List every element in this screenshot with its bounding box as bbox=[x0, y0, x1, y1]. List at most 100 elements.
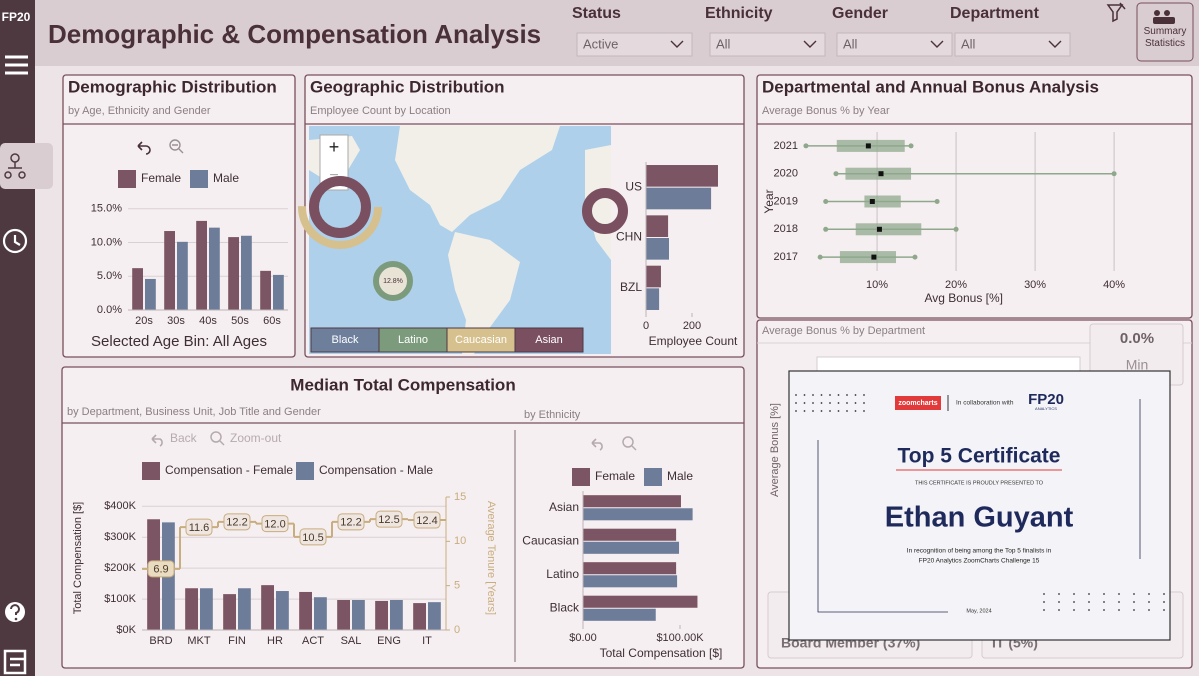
map-donut[interactable] bbox=[373, 261, 413, 301]
decor-dot bbox=[1118, 593, 1120, 595]
history-icon[interactable] bbox=[2, 228, 28, 254]
data-label-box bbox=[261, 515, 289, 533]
filter-value: All bbox=[843, 36, 858, 51]
summary-icon bbox=[1153, 10, 1175, 24]
legend-label: Male bbox=[667, 469, 693, 483]
legend-label: Male bbox=[213, 171, 239, 185]
exit-icon[interactable] bbox=[3, 649, 27, 675]
zoom-in[interactable]: + bbox=[329, 137, 340, 157]
data-label: 12.2 bbox=[226, 517, 247, 529]
filter-dropdown[interactable] bbox=[576, 32, 693, 57]
summary-button[interactable] bbox=[1136, 2, 1194, 62]
certificate bbox=[788, 370, 1171, 641]
bar bbox=[185, 588, 198, 630]
decor-dot bbox=[803, 394, 806, 396]
bar bbox=[276, 591, 289, 630]
map-donut[interactable] bbox=[309, 176, 371, 238]
map-legend-cell[interactable] bbox=[310, 327, 380, 353]
x-tick-label: SAL bbox=[341, 635, 362, 647]
map[interactable] bbox=[298, 126, 628, 354]
median bbox=[871, 254, 877, 260]
x-tick-label: 0 bbox=[643, 320, 649, 332]
decor-dot bbox=[1163, 593, 1165, 595]
bar bbox=[177, 241, 188, 310]
map-legend-cell[interactable] bbox=[378, 327, 448, 353]
kpi-label: Min bbox=[1126, 357, 1149, 373]
bar bbox=[337, 599, 350, 630]
certificate-caption: THIS CERTIFICATE IS PROUDLY PRESENTED TO bbox=[915, 480, 1044, 486]
y-tick-label: $300K bbox=[104, 531, 136, 543]
back-button[interactable]: Back bbox=[170, 431, 198, 445]
data-label-box bbox=[337, 513, 365, 531]
decor-dot bbox=[1148, 593, 1150, 595]
panel-subtitle: by Department, Business Unit, Job Title … bbox=[67, 406, 321, 418]
decor-dot bbox=[1043, 601, 1045, 603]
zoom-out-button[interactable]: Zoom-out bbox=[230, 431, 282, 445]
decor-dot bbox=[1148, 601, 1150, 603]
filter-value: All bbox=[961, 36, 976, 51]
map-donut[interactable] bbox=[582, 188, 628, 234]
y-tick-label: Black bbox=[550, 600, 580, 614]
legend-label: Female bbox=[595, 469, 635, 483]
median bbox=[876, 226, 882, 232]
certificate-frame bbox=[817, 399, 1141, 613]
decor-dot bbox=[795, 410, 797, 412]
x-tick-label: HR bbox=[267, 635, 283, 647]
recognition-text: In recognition of being among the Top 5 … bbox=[907, 548, 1052, 555]
bar bbox=[238, 588, 251, 630]
zoom-icon[interactable] bbox=[169, 139, 184, 154]
bar bbox=[390, 599, 403, 630]
undo-icon[interactable] bbox=[137, 141, 151, 155]
map-legend-cell[interactable] bbox=[514, 327, 584, 353]
help-icon[interactable] bbox=[5, 602, 25, 622]
filter-dropdown[interactable] bbox=[836, 32, 953, 57]
panel-subtitle: by Ethnicity bbox=[524, 409, 581, 421]
data-label-box bbox=[413, 511, 441, 529]
panel-compensation bbox=[61, 366, 745, 669]
bar bbox=[200, 588, 213, 630]
zoom-out[interactable]: − bbox=[329, 167, 338, 184]
x-tick-label: 10% bbox=[866, 279, 888, 291]
decor-dot bbox=[863, 402, 865, 404]
y-tick-label: 2020 bbox=[774, 168, 798, 180]
decor-dot bbox=[1058, 593, 1060, 595]
decor-dot bbox=[1163, 609, 1165, 611]
legend-swatch bbox=[644, 468, 662, 486]
menu-icon[interactable] bbox=[5, 55, 28, 75]
bar bbox=[646, 187, 712, 210]
y-tick-label: Latino bbox=[546, 567, 579, 581]
decor-dot bbox=[820, 394, 823, 396]
donut-label: 12.8% bbox=[383, 278, 403, 285]
undo-icon[interactable] bbox=[591, 438, 603, 451]
box bbox=[845, 167, 912, 180]
decor-dot bbox=[837, 394, 840, 396]
panel-title: Median Total Compensation bbox=[290, 375, 515, 394]
decor-dot bbox=[837, 402, 840, 404]
data-label: 12.4 bbox=[416, 515, 437, 527]
decor-dot bbox=[1133, 601, 1135, 603]
nav-active[interactable] bbox=[0, 143, 53, 189]
zoom-icon[interactable] bbox=[622, 436, 637, 451]
decor-dot bbox=[812, 410, 814, 412]
clear-filter-icon[interactable] bbox=[1106, 2, 1126, 23]
bar bbox=[583, 608, 656, 621]
x-tick-label: 30% bbox=[1024, 279, 1046, 291]
decor-dot bbox=[1118, 601, 1120, 603]
legend-swatch bbox=[190, 170, 208, 188]
decor-dot bbox=[846, 410, 848, 412]
decor-dot bbox=[1148, 609, 1150, 611]
bar bbox=[646, 215, 669, 237]
map-donut[interactable] bbox=[298, 165, 382, 249]
decor-dot bbox=[803, 402, 806, 404]
whisker-end bbox=[912, 254, 918, 260]
map-legend-cell[interactable] bbox=[446, 327, 516, 353]
x-tick-label: IT bbox=[422, 635, 432, 647]
decor-dot bbox=[1088, 593, 1090, 595]
bar bbox=[228, 237, 239, 310]
decor-dot bbox=[820, 402, 823, 404]
filter-dropdown[interactable] bbox=[954, 32, 1071, 57]
filter-dropdown[interactable] bbox=[709, 32, 826, 57]
summary-button-label-box: Summary Statistics bbox=[1144, 26, 1187, 49]
panel-subtitle: Average Bonus % by Year bbox=[762, 105, 890, 117]
